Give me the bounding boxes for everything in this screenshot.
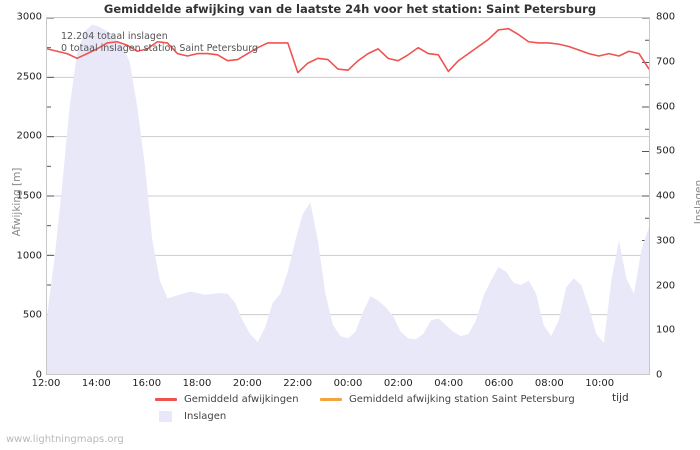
- x-tick-2000: 20:00: [232, 378, 262, 389]
- plot-canvas: [47, 18, 649, 374]
- legend-swatch-red-line: [155, 397, 177, 401]
- x-tick-2200: 22:00: [283, 378, 313, 389]
- y-axis-left-label: Afwijking [m]: [11, 167, 23, 237]
- x-tick-1200: 12:00: [31, 378, 61, 389]
- y-tick-right-200: 200: [656, 280, 676, 291]
- y-tick-left-500: 500: [22, 309, 42, 321]
- legend-item-station[interactable]: Gemiddeld afwijking station Saint Peters…: [320, 393, 575, 407]
- x-tick-1000: 10:00: [585, 378, 615, 389]
- area-series-inslagen: [47, 24, 649, 374]
- y-tick-left-2500: 2500: [16, 71, 42, 83]
- legend-label-gemiddeld-afwijkingen: Gemiddeld afwijkingen: [184, 394, 299, 405]
- annotation-station-strikes: 0 totaal inslagen station Saint Petersbu…: [61, 43, 259, 54]
- y-tick-right-300: 300: [656, 235, 676, 247]
- y-tick-right-0: 0: [656, 369, 663, 381]
- annotation-total-strikes: 12.204 totaal inslagen: [61, 31, 168, 42]
- watermark-lightningmaps: www.lightningmaps.org: [6, 434, 124, 445]
- x-tick-0600: 06:00: [484, 378, 514, 389]
- x-axis-label: tijd: [612, 392, 629, 404]
- y-tick-right-500: 500: [656, 145, 676, 157]
- y-tick-left-0: 0: [35, 369, 42, 381]
- y-tick-left-2000: 2000: [16, 130, 42, 142]
- chart-title: Gemiddelde afwijking van de laatste 24h …: [103, 2, 597, 16]
- plot-area: 12.204 totaal inslagen 0 totaal inslagen…: [46, 17, 650, 375]
- legend-swatch-area: [159, 410, 172, 422]
- x-tick-1400: 14:00: [81, 378, 111, 389]
- y-tick-right-100: 100: [656, 324, 676, 336]
- y-tick-left-1500: 1500: [16, 190, 42, 202]
- x-tick-0200: 02:00: [383, 378, 413, 389]
- y-tick-right-400: 400: [656, 190, 676, 202]
- x-tick-1600: 16:00: [132, 378, 162, 389]
- y-tick-left-1000: 1000: [16, 250, 42, 262]
- y-tick-right-800: 800: [656, 11, 676, 23]
- y-tick-right-600: 600: [656, 101, 676, 112]
- x-tick-1800: 18:00: [182, 378, 212, 389]
- legend-item-inslagen[interactable]: Inslagen: [155, 410, 226, 424]
- legend-swatch-orange-line: [320, 397, 342, 401]
- line-series-gemiddeld-afwijkingen: [47, 27, 649, 74]
- y-tick-left-3000: 3000: [16, 11, 42, 23]
- chart-legend: Gemiddeld afwijkingen Gemiddeld afwijkin…: [0, 393, 700, 429]
- legend-label-inslagen: Inslagen: [184, 411, 227, 422]
- x-tick-0800: 08:00: [534, 378, 564, 389]
- y-tick-right-700: 700: [656, 56, 676, 68]
- legend-label-station: Gemiddeld afwijking station Saint Peters…: [349, 394, 575, 405]
- x-tick-0000: 00:00: [333, 378, 363, 389]
- x-tick-0400: 04:00: [434, 378, 464, 389]
- legend-item-gemiddeld-afwijkingen[interactable]: Gemiddeld afwijkingen: [155, 393, 299, 407]
